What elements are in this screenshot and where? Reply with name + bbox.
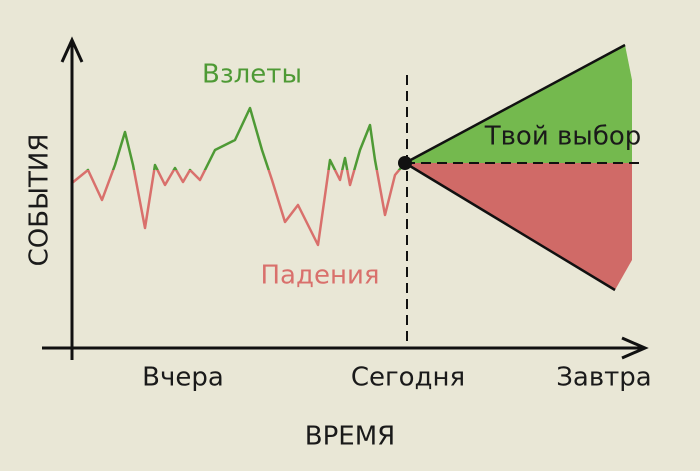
y-arrow (60, 36, 84, 63)
choice-label: Твой выбор (484, 122, 642, 152)
x-label: Сегодня (351, 363, 465, 393)
x-arrow (621, 336, 649, 360)
red-wedge (405, 163, 632, 290)
downs-label: Падения (261, 261, 380, 291)
x-label: Вчера (142, 363, 224, 393)
lower-ray (404, 161, 616, 292)
x-label: Завтра (556, 363, 652, 393)
ups-label: Взлеты (202, 60, 302, 90)
life-line-up (86, 106, 406, 170)
x-title: ВРЕМЯ (305, 422, 395, 452)
today-dot (398, 156, 412, 170)
y-title: СОБЫТИЯ (25, 134, 55, 267)
upper-ray (404, 43, 626, 165)
